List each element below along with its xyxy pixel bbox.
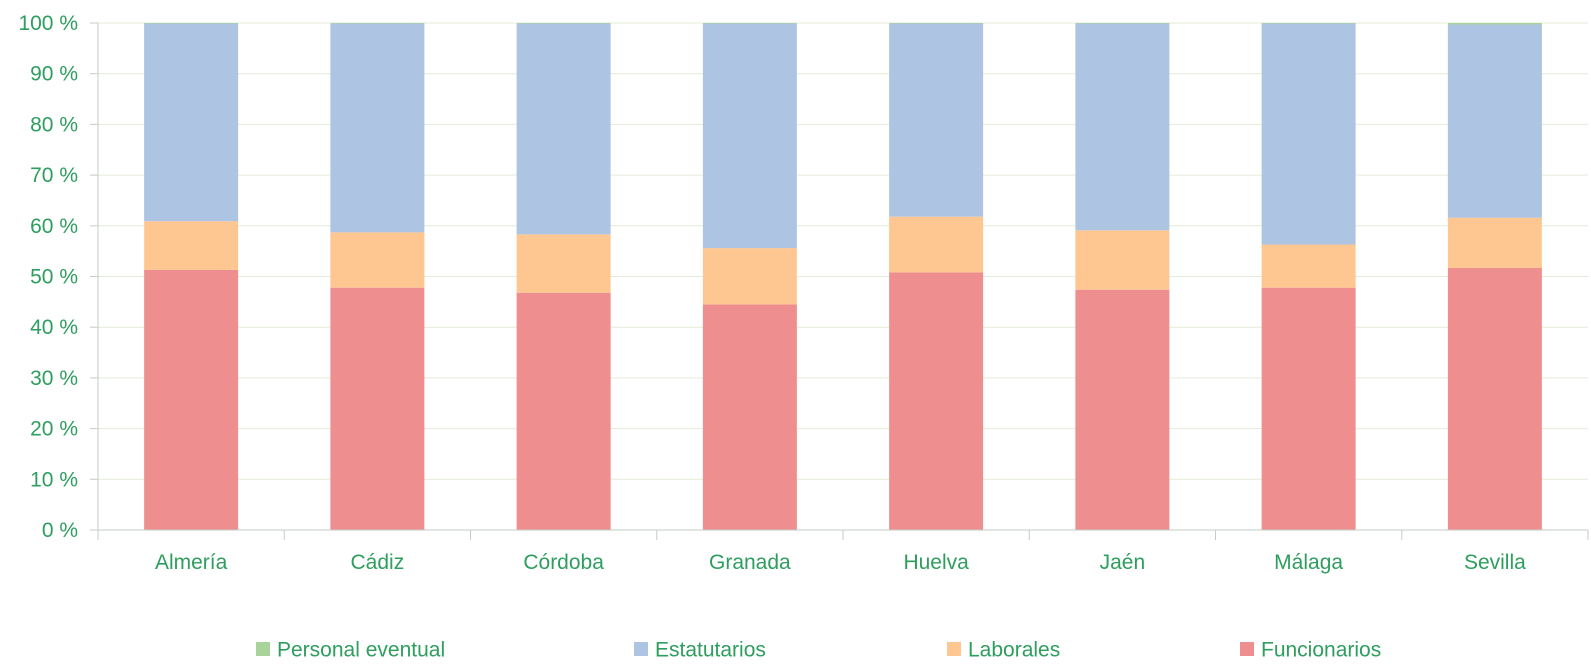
- bar-estatutarios-malaga: [1261, 23, 1356, 245]
- legend-item-laborales: Laborales: [947, 639, 1060, 662]
- legend-label: Laborales: [968, 639, 1060, 662]
- bar-laborales-jaen: [1075, 230, 1170, 290]
- bar-estatutarios-cordoba: [516, 23, 611, 235]
- bar-estatutarios-almeria: [144, 23, 239, 222]
- bar-estatutarios-granada: [702, 23, 797, 249]
- y-tick-label: 100 %: [18, 12, 78, 35]
- bar-estatutarios-huelva: [889, 23, 984, 217]
- bar-laborales-sevilla: [1447, 217, 1542, 268]
- bar-personal-eventual-huelva: [889, 23, 984, 24]
- y-tick-label: 30 %: [30, 367, 78, 390]
- x-tick-label: Córdoba: [523, 551, 604, 574]
- axes: [90, 22, 1589, 540]
- bar-funcionarios-granada: [702, 304, 797, 530]
- bar-laborales-malaga: [1261, 244, 1356, 288]
- y-tick-label: 50 %: [30, 266, 78, 289]
- bar-funcionarios-cordoba: [516, 292, 611, 530]
- legend-label: Estatutarios: [655, 639, 766, 662]
- bar-laborales-cadiz: [330, 232, 425, 288]
- bar-laborales-cordoba: [516, 234, 611, 293]
- bar-estatutarios-jaen: [1075, 23, 1170, 231]
- legend-item-personal-eventual: Personal eventual: [256, 639, 445, 662]
- bar-laborales-huelva: [889, 216, 984, 273]
- bar-funcionarios-malaga: [1261, 287, 1356, 530]
- legend-swatch: [256, 642, 270, 656]
- y-tick-label: 20 %: [30, 418, 78, 441]
- bar-laborales-granada: [702, 248, 797, 305]
- bar-estatutarios-cadiz: [330, 23, 425, 233]
- legend-label: Personal eventual: [277, 639, 445, 662]
- x-tick-label: Huelva: [903, 551, 969, 574]
- bar-personal-eventual-jaen: [1075, 23, 1170, 24]
- bar-personal-eventual-almeria: [144, 23, 239, 24]
- legend: Personal eventual Estatutarios Laborales Fu…: [256, 639, 1381, 662]
- legend-swatch: [947, 642, 961, 656]
- bar-funcionarios-jaen: [1075, 289, 1170, 530]
- x-tick-label: Jaén: [1100, 551, 1146, 574]
- y-tick-label: 90 %: [30, 63, 78, 86]
- bar-personal-eventual-cadiz: [330, 23, 425, 24]
- x-tick-label: Cádiz: [351, 551, 405, 574]
- y-tick-label: 60 %: [30, 215, 78, 238]
- bar-funcionarios-sevilla: [1447, 267, 1542, 530]
- y-tick-label: 10 %: [30, 468, 78, 491]
- bar-funcionarios-huelva: [889, 272, 984, 530]
- x-tick-label: Granada: [709, 551, 791, 574]
- x-tick-label: Sevilla: [1464, 551, 1526, 574]
- legend-label: Funcionarios: [1261, 639, 1381, 662]
- y-tick-label: 0 %: [42, 519, 78, 542]
- y-tick-label: 80 %: [30, 113, 78, 136]
- x-axis-tick-labels: Almería Cádiz Córdoba Granada Huelva Jaén Mála…: [155, 551, 1526, 574]
- bars: [144, 23, 1542, 530]
- bar-funcionarios-almeria: [144, 269, 239, 530]
- legend-item-estatutarios: Estatutarios: [634, 639, 766, 662]
- bar-personal-eventual-granada: [702, 23, 797, 24]
- bar-personal-eventual-cordoba: [516, 23, 611, 24]
- x-tick-label: Málaga: [1274, 551, 1343, 574]
- gridlines: [98, 22, 1588, 480]
- bar-estatutarios-sevilla: [1447, 24, 1542, 218]
- legend-swatch: [634, 642, 648, 656]
- x-tick-label: Almería: [155, 551, 228, 574]
- y-tick-label: 70 %: [30, 164, 78, 187]
- y-tick-label: 40 %: [30, 316, 78, 339]
- bar-personal-eventual-sevilla: [1447, 23, 1542, 25]
- y-axis-tick-labels: 0 % 10 % 20 % 30 % 40 % 50 % 60 % 70 % 80 % 90 % 1…: [18, 12, 78, 542]
- legend-swatch: [1240, 642, 1254, 656]
- legend-item-funcionarios: Funcionarios: [1240, 639, 1381, 662]
- bar-laborales-almeria: [144, 221, 239, 270]
- bar-funcionarios-cadiz: [330, 287, 425, 530]
- bar-personal-eventual-malaga: [1261, 23, 1356, 24]
